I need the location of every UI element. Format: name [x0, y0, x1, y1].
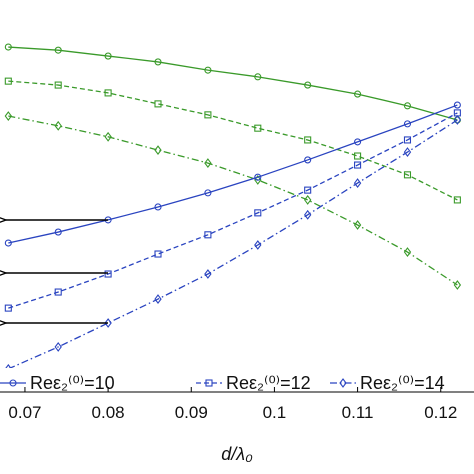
marker — [254, 209, 262, 217]
series-line — [8, 104, 458, 244]
x-tick-label: 0.12 — [424, 403, 457, 422]
marker — [453, 101, 461, 109]
marker — [4, 43, 12, 51]
marker — [403, 120, 412, 128]
series-line — [8, 119, 458, 370]
series-line — [8, 80, 458, 201]
marker — [254, 124, 262, 132]
marker — [54, 342, 62, 352]
x-axis-ticks: 0.07 0.08 0.09 0.1 0.11 0.12 — [8, 387, 457, 422]
marker — [403, 171, 412, 179]
series-line — [8, 115, 458, 286]
marker — [54, 46, 62, 54]
marker — [254, 240, 262, 250]
x-tick-label: 0.1 — [263, 403, 287, 422]
marker — [304, 186, 312, 194]
marker — [204, 66, 212, 74]
marker — [154, 250, 162, 258]
marker — [254, 173, 262, 181]
marker — [403, 102, 412, 110]
marker — [304, 81, 312, 89]
legend-label: Reε₂⁽⁰⁾=14 — [360, 373, 445, 393]
series-line — [8, 46, 458, 121]
x-tick-label: 0.09 — [175, 403, 208, 422]
marker — [339, 378, 347, 388]
marker — [4, 304, 12, 312]
marker — [54, 81, 62, 89]
marker — [453, 280, 462, 290]
marker — [154, 145, 162, 156]
marker — [54, 120, 62, 131]
marker — [353, 220, 362, 230]
marker — [154, 294, 162, 305]
legend-box — [0, 368, 474, 398]
legend-label: Reε₂⁽⁰⁾=12 — [226, 373, 311, 393]
marker — [204, 189, 212, 197]
legend-label: Reε₂⁽⁰⁾=10 — [30, 373, 115, 393]
x-tick-label: 0.11 — [342, 403, 374, 422]
x-tick-label: 0.07 — [8, 403, 41, 422]
marker — [204, 231, 212, 239]
marker — [403, 136, 412, 144]
marker — [205, 379, 213, 387]
x-axis-label: d/λ₀ — [221, 444, 253, 464]
series-line — [8, 112, 458, 309]
marker — [204, 269, 212, 279]
marker — [4, 77, 12, 85]
marker — [453, 196, 461, 204]
marker — [4, 239, 12, 247]
marker — [403, 147, 412, 158]
marker — [154, 100, 162, 108]
marker — [354, 90, 362, 98]
marker — [304, 136, 312, 144]
marker — [104, 270, 112, 278]
marker — [254, 73, 262, 81]
marker — [4, 111, 13, 121]
marker — [354, 138, 362, 146]
marker — [104, 318, 112, 328]
marker — [104, 131, 112, 142]
marker — [254, 175, 262, 185]
marker — [54, 288, 62, 296]
plot-area — [4, 43, 462, 374]
marker — [403, 247, 412, 257]
marker — [353, 178, 362, 188]
marker — [104, 52, 112, 60]
marker — [9, 379, 17, 387]
marker — [354, 161, 362, 169]
marker — [204, 111, 212, 119]
marker — [154, 203, 162, 211]
marker — [204, 158, 212, 168]
legend: Reε₂⁽⁰⁾=10 Reε₂⁽⁰⁾=12 Reε₂⁽⁰⁾=14 — [0, 368, 474, 398]
marker — [354, 152, 362, 160]
marker — [304, 156, 312, 164]
marker — [453, 115, 462, 125]
marker — [154, 58, 162, 66]
marker — [303, 195, 312, 205]
marker — [104, 89, 112, 97]
x-tick-label: 0.08 — [92, 403, 125, 422]
marker — [303, 209, 312, 220]
marker — [54, 228, 62, 236]
